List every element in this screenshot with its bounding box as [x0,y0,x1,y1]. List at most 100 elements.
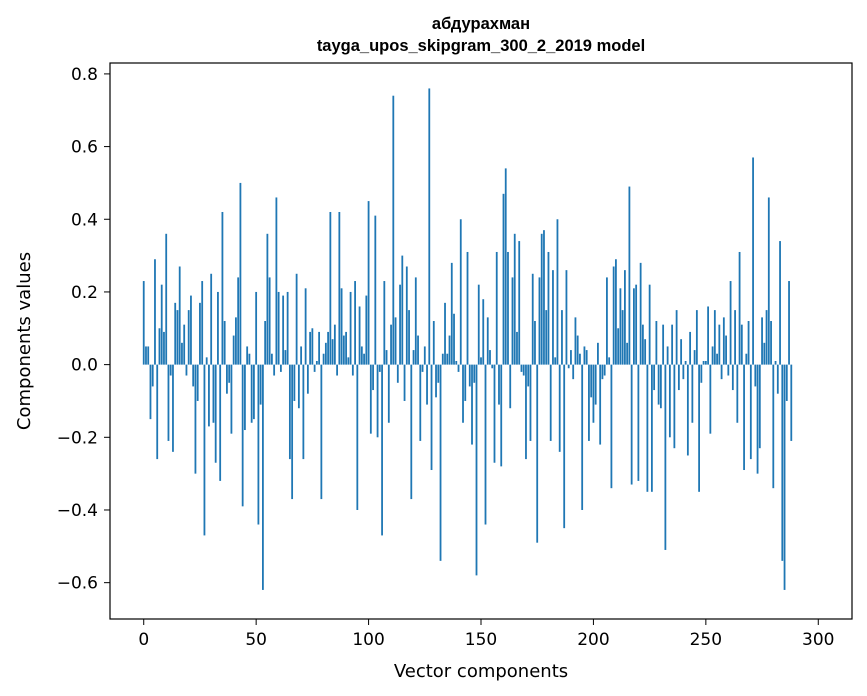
bar [284,350,287,365]
bar [691,364,694,423]
bar [426,364,428,405]
bar [365,295,368,365]
bar [291,364,294,500]
bar [432,321,435,365]
bar [414,277,417,365]
bar [601,364,604,380]
bar [664,364,667,550]
bar [594,364,597,405]
bar [529,364,532,441]
bar [255,291,258,365]
bar [304,288,307,365]
bar [396,364,399,383]
bar [192,364,195,387]
y-tick-label: 0.0 [71,356,98,376]
bar [399,284,401,365]
bar [232,335,235,365]
bar [767,197,770,365]
bar [275,197,278,365]
bar [518,241,521,365]
bar [167,364,170,441]
bar [266,233,269,365]
bar [302,364,305,460]
bar [785,364,788,401]
bar [212,364,215,423]
bar [457,364,460,372]
bar [277,291,280,365]
bar [300,346,303,365]
x-tick-label: 200 [577,630,609,650]
bar [471,364,473,445]
bar [659,364,662,409]
bar [761,317,763,365]
chart-subtitle: tayga_upos_skipgram_300_2_2019 model [317,37,645,55]
bar [311,328,314,365]
bar [253,364,255,420]
bar [441,353,444,365]
bar [513,233,516,365]
bar [338,211,341,365]
bar [534,321,536,365]
bar [606,277,608,365]
bar [223,321,226,365]
bar [695,310,698,365]
bar [585,350,588,365]
bar [241,364,244,507]
bar [405,266,408,365]
bar [527,364,530,387]
bar [677,364,680,391]
bar [725,335,727,365]
bar [747,321,750,365]
bar [644,339,647,365]
bar [657,364,660,405]
bar [603,364,606,376]
bar [327,331,329,365]
bar [765,310,768,365]
bar [507,251,509,365]
bar [686,364,689,456]
bar [639,262,642,365]
bar [702,360,705,365]
bar [495,251,498,365]
bar [579,353,581,365]
bar [349,291,352,365]
bar [709,364,712,434]
bar [617,328,620,365]
bar [174,302,177,365]
bar [599,364,602,445]
bar [217,291,219,365]
bar [340,288,343,365]
bar [671,324,674,365]
bar [554,357,557,365]
bar [381,364,383,536]
bar [160,284,163,365]
bar [772,364,775,489]
bar [675,310,678,365]
bar [367,201,370,365]
bar [682,364,685,380]
y-tick-label: −0.4 [57,501,98,521]
bar [626,342,629,365]
bar [331,339,334,365]
bar [156,364,159,460]
chart-title: абдурахман [432,15,530,33]
bar [475,364,478,576]
bar [558,364,561,452]
bar [745,353,748,365]
bar [154,259,156,365]
bar [268,277,271,365]
bar [230,364,233,434]
bar [185,364,188,376]
bar [650,364,653,492]
x-axis-ticks: 0 50 100 150 200 250 300 [138,619,834,650]
bar [444,302,446,365]
bar [437,364,440,383]
bar [498,364,500,405]
bar [698,364,700,492]
bar [363,353,365,365]
bar [624,270,626,365]
bar [720,364,723,380]
bar [522,364,525,376]
bar [190,295,192,365]
